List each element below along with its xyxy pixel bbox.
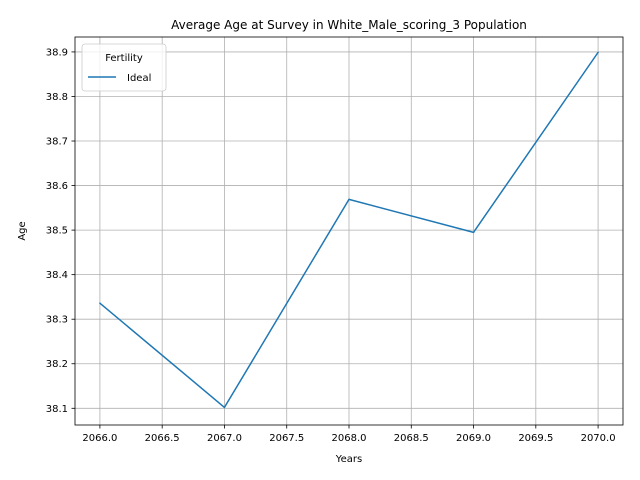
y-tick-label: 38.7 bbox=[46, 137, 68, 148]
data-point bbox=[472, 231, 475, 234]
legend-label-ideal: Ideal bbox=[127, 73, 151, 84]
x-tick-label: 2069.0 bbox=[456, 433, 491, 444]
legend: Fertility Ideal bbox=[81, 43, 167, 92]
x-tick-label: 2069.5 bbox=[518, 433, 553, 444]
legend-title: Fertility bbox=[105, 53, 143, 64]
legend-box bbox=[81, 43, 167, 92]
x-tick-label: 2068.5 bbox=[394, 433, 429, 444]
x-tick-label: 2066.0 bbox=[82, 433, 117, 444]
x-tick-label: 2066.5 bbox=[145, 433, 180, 444]
y-tick-label: 38.9 bbox=[46, 47, 68, 58]
y-tick-label: 38.3 bbox=[46, 315, 68, 326]
x-axis-label: Years bbox=[335, 454, 362, 465]
x-tick-label: 2070.0 bbox=[581, 433, 616, 444]
x-tick-label: 2068.0 bbox=[332, 433, 367, 444]
data-point bbox=[99, 302, 101, 304]
y-axis-ticks: 38.1 38.2 38.3 38.4 38.5 38.6 38.7 38.8 38.9 bbox=[46, 47, 75, 415]
data-point bbox=[223, 406, 226, 409]
data-point bbox=[348, 198, 350, 201]
y-tick-label: 38.4 bbox=[46, 270, 68, 281]
chart-title: Average Age at Survey in White_Male_scor… bbox=[171, 18, 527, 32]
y-tick-label: 38.8 bbox=[46, 92, 68, 103]
grid bbox=[75, 37, 623, 425]
x-tick-label: 2067.5 bbox=[269, 433, 304, 444]
y-tick-label: 38.2 bbox=[46, 359, 68, 370]
x-tick-label: 2067.0 bbox=[207, 433, 242, 444]
y-tick-label: 38.5 bbox=[46, 226, 68, 237]
data-point bbox=[597, 51, 599, 54]
y-tick-label: 38.6 bbox=[46, 181, 68, 192]
y-tick-label: 38.1 bbox=[46, 404, 68, 415]
x-axis-ticks: 2066.0 2066.5 2067.0 2067.5 2068.0 2068.5 2069… bbox=[82, 425, 616, 444]
series-layer bbox=[99, 51, 599, 409]
y-axis-label: Age bbox=[17, 221, 28, 240]
